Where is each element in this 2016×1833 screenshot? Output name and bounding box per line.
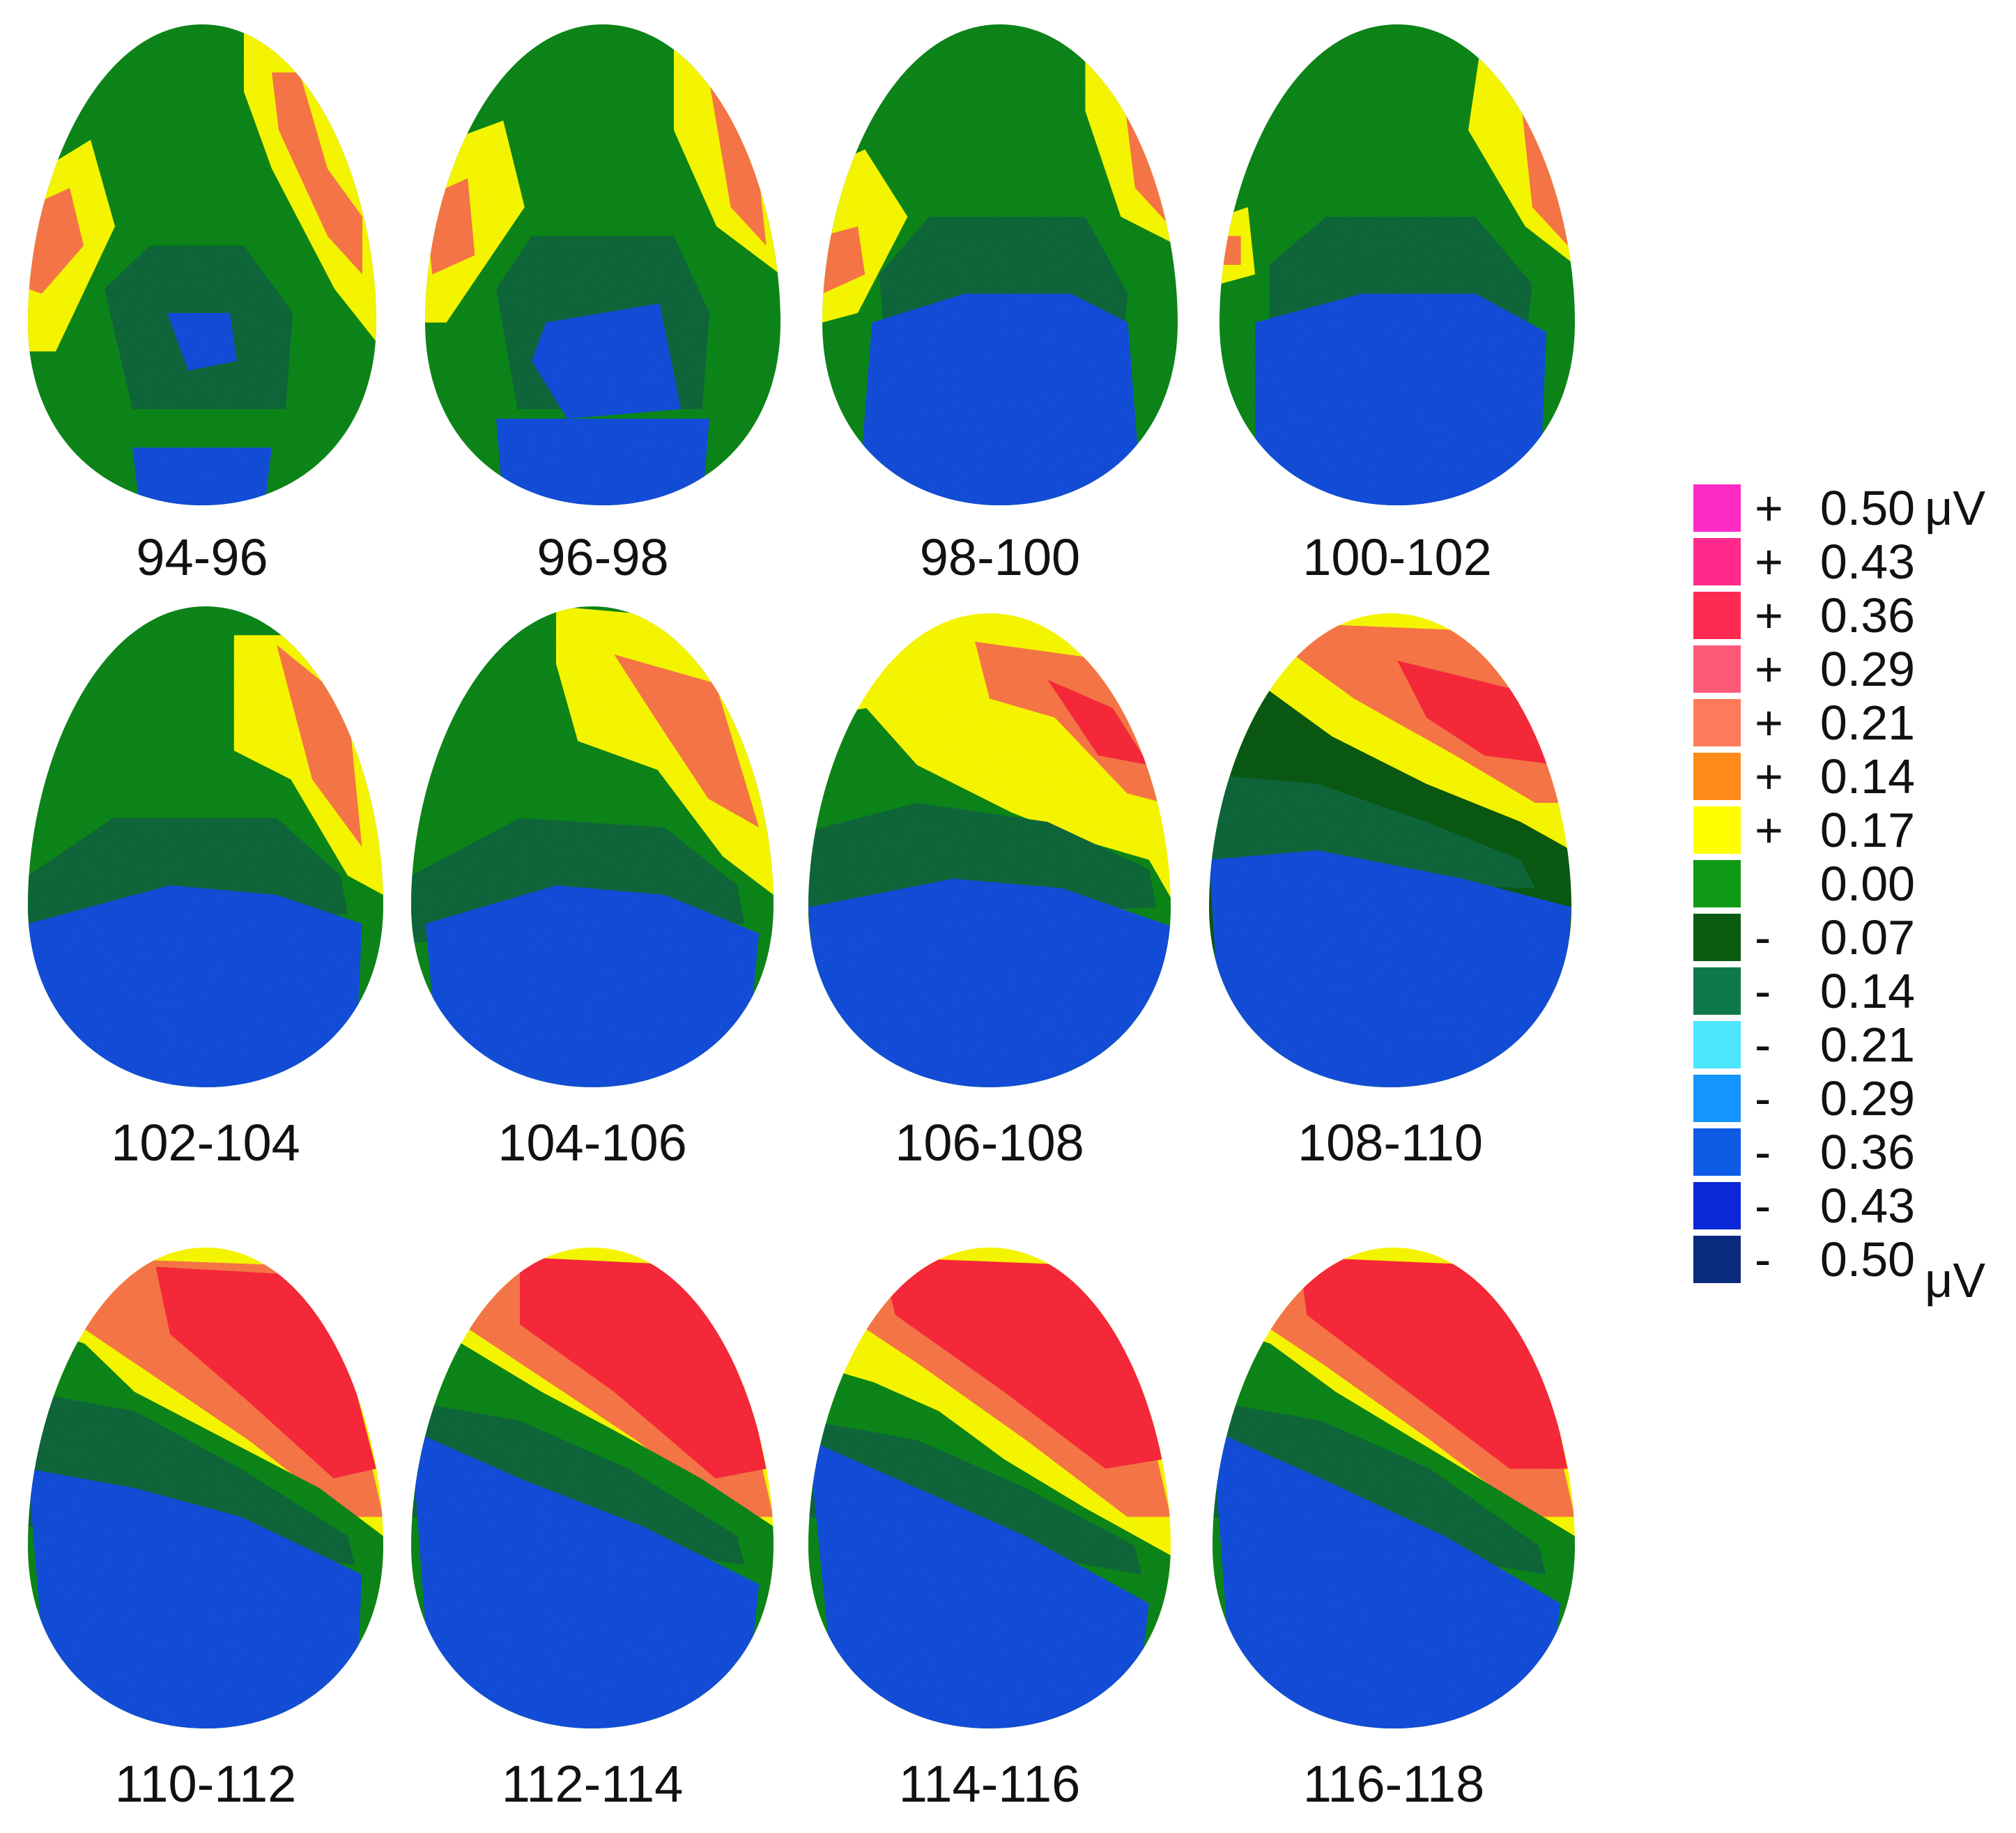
legend-value: 0.50 xyxy=(1820,481,1915,535)
topographic-maps: 94-96 96-98 98-100 100-102 102-104 104-106 106… xyxy=(28,24,1575,1813)
legend-sign: - xyxy=(1755,1125,1771,1179)
legend-sign: + xyxy=(1755,803,1783,857)
legend-swatch xyxy=(1693,860,1741,907)
topomap-potential-field xyxy=(1213,1248,1575,1728)
legend-swatch xyxy=(1693,806,1741,854)
time-window-label: 106-108 xyxy=(895,1114,1084,1172)
topomap-potential-field xyxy=(425,24,780,505)
topomap-potential-field xyxy=(1219,24,1575,505)
topomap-4: 100-102 xyxy=(1219,24,1575,586)
topomap-potential-field xyxy=(411,1248,774,1728)
texture-overlay xyxy=(411,1248,774,1728)
legend-sign: + xyxy=(1755,642,1783,696)
legend-value: 0.14 xyxy=(1820,964,1915,1018)
topomap-potential-field xyxy=(28,1248,383,1728)
texture-overlay xyxy=(1213,1248,1575,1728)
legend-swatch xyxy=(1693,1182,1741,1229)
legend-swatch xyxy=(1693,699,1741,746)
texture-overlay xyxy=(808,613,1171,1087)
legend-value: 0.00 xyxy=(1820,857,1915,911)
topomap-potential-field xyxy=(1209,613,1571,1087)
time-window-label: 116-118 xyxy=(1303,1755,1485,1813)
legend-swatch xyxy=(1693,538,1741,585)
legend-value: 0.21 xyxy=(1820,1018,1915,1072)
topomap-7: 106-108 xyxy=(808,613,1171,1172)
texture-overlay xyxy=(1209,613,1571,1087)
legend-unit: μV xyxy=(1925,1253,1985,1307)
topomap-3: 98-100 xyxy=(822,24,1178,586)
legend-value: 0.21 xyxy=(1820,696,1915,750)
texture-overlay xyxy=(411,606,774,1087)
topomap-potential-field xyxy=(822,24,1178,505)
legend-value: 0.50 xyxy=(1820,1232,1915,1287)
legend-sign: - xyxy=(1755,1179,1771,1233)
texture-overlay xyxy=(1219,24,1575,505)
legend-value: 0.43 xyxy=(1820,1179,1915,1233)
legend-sign: - xyxy=(1755,1071,1771,1126)
texture-overlay xyxy=(28,606,383,1087)
texture-overlay xyxy=(808,1248,1171,1728)
topomap-6: 104-106 xyxy=(411,606,774,1172)
legend-swatch xyxy=(1693,967,1741,1015)
topomap-12: 116-118 xyxy=(1213,1248,1575,1813)
legend-sign: - xyxy=(1755,1232,1771,1287)
color-scale-legend: +0.50 μV+ 0.43+ 0.36+ 0.29+ 0.21+ 0.14+ 0.170.0… xyxy=(1693,481,1985,1307)
legend-swatches xyxy=(1693,484,1741,1283)
topomap-potential-field xyxy=(808,1248,1171,1728)
legend-unit: μV xyxy=(1925,481,1985,535)
legend-value: 0.36 xyxy=(1820,1125,1915,1179)
legend-value: 0.43 xyxy=(1820,535,1915,589)
legend-sign: - xyxy=(1755,910,1771,965)
legend-swatch xyxy=(1693,1236,1741,1283)
texture-overlay xyxy=(822,24,1178,505)
legend-swatch xyxy=(1693,1021,1741,1068)
legend-sign: + xyxy=(1755,481,1783,535)
time-window-label: 96-98 xyxy=(537,528,668,586)
texture-overlay xyxy=(28,24,376,505)
topomap-1: 94-96 xyxy=(28,24,376,586)
time-window-label: 94-96 xyxy=(136,528,268,586)
legend-swatch xyxy=(1693,645,1741,693)
topomap-2: 96-98 xyxy=(425,24,780,586)
time-window-label: 98-100 xyxy=(920,528,1080,586)
legend-sign: - xyxy=(1755,1018,1771,1072)
legend-value: 0.14 xyxy=(1820,749,1915,804)
legend-value: 0.36 xyxy=(1820,588,1915,643)
time-window-label: 102-104 xyxy=(111,1114,300,1172)
legend-labels: +0.50 μV+ 0.43+ 0.36+ 0.29+ 0.21+ 0.14+ 0.170.0… xyxy=(1755,481,1985,1307)
topomap-5: 102-104 xyxy=(28,606,383,1172)
legend-swatch xyxy=(1693,914,1741,961)
topomap-9: 110-112 xyxy=(28,1248,383,1813)
legend-value: 0.29 xyxy=(1820,642,1915,696)
legend-value: 0.07 xyxy=(1820,910,1915,965)
time-window-label: 108-110 xyxy=(1298,1114,1483,1172)
legend-swatch xyxy=(1693,1128,1741,1176)
legend-value: 0.29 xyxy=(1820,1071,1915,1126)
time-window-label: 104-106 xyxy=(498,1114,687,1172)
legend-swatch xyxy=(1693,484,1741,532)
time-window-label: 114-116 xyxy=(899,1755,1081,1813)
legend-sign: + xyxy=(1755,696,1783,750)
legend-sign: + xyxy=(1755,535,1783,589)
time-window-label: 112-114 xyxy=(502,1755,684,1813)
texture-overlay xyxy=(425,24,780,505)
topomap-potential-field xyxy=(28,606,383,1087)
legend-sign: - xyxy=(1755,964,1771,1018)
topomap-8: 108-110 xyxy=(1209,613,1571,1172)
texture-overlay xyxy=(28,1248,383,1728)
legend-swatch xyxy=(1693,753,1741,800)
legend-value: 0.17 xyxy=(1820,803,1915,857)
legend-swatch xyxy=(1693,1075,1741,1122)
legend-sign: + xyxy=(1755,749,1783,804)
time-window-label: 110-112 xyxy=(115,1755,297,1813)
topomap-10: 112-114 xyxy=(411,1248,774,1813)
topomap-potential-field xyxy=(808,613,1171,1087)
legend-sign: + xyxy=(1755,588,1783,643)
legend-swatch xyxy=(1693,592,1741,639)
topomap-11: 114-116 xyxy=(808,1248,1171,1813)
topomap-potential-field xyxy=(28,24,376,505)
time-window-label: 100-102 xyxy=(1302,528,1492,586)
topomap-potential-field xyxy=(411,606,774,1087)
